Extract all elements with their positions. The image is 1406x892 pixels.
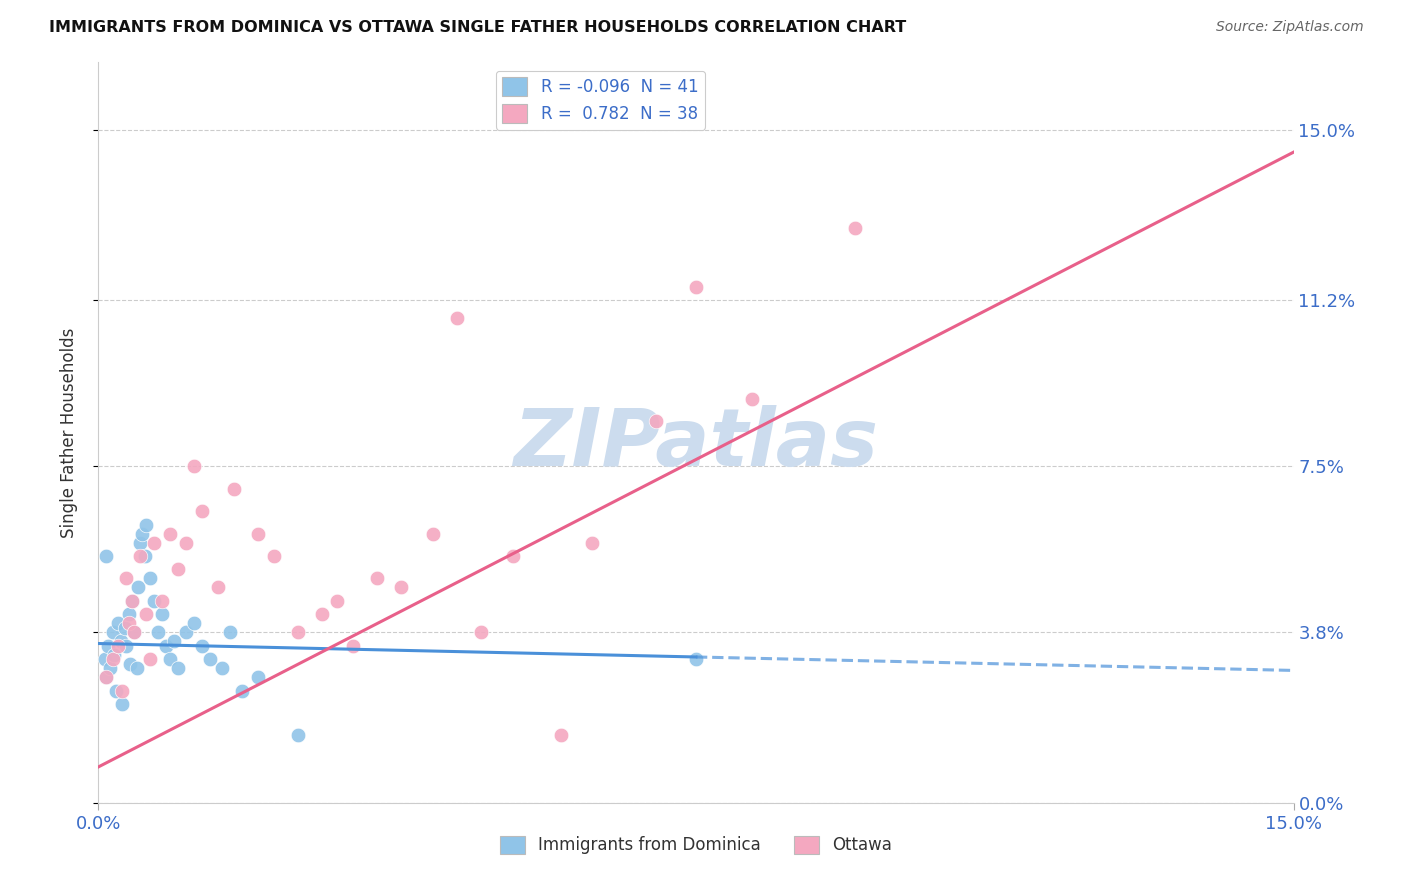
Point: [246, 670, 269, 684]
Point: [114, 621, 136, 635]
Point: [128, 549, 150, 563]
Point: [96, 670, 118, 684]
Point: [191, 504, 214, 518]
Point: [110, 634, 132, 648]
Point: [115, 571, 138, 585]
Point: [107, 639, 129, 653]
Point: [118, 607, 141, 622]
Point: [97, 639, 120, 653]
Text: ZIPatlas: ZIPatlas: [513, 405, 879, 483]
Point: [155, 639, 177, 653]
Point: [326, 594, 349, 608]
Point: [135, 607, 157, 622]
Point: [101, 652, 124, 666]
Point: [685, 280, 707, 294]
Point: [131, 526, 153, 541]
Text: Source: ZipAtlas.com: Source: ZipAtlas.com: [1216, 20, 1364, 34]
Point: [143, 594, 166, 608]
Point: [389, 581, 412, 595]
Point: [96, 670, 118, 684]
Point: [231, 683, 253, 698]
Point: [263, 549, 285, 563]
Point: [211, 661, 233, 675]
Point: [159, 526, 181, 541]
Point: [446, 311, 468, 326]
Point: [222, 482, 245, 496]
Point: [134, 549, 156, 563]
Point: [96, 549, 118, 563]
Point: [287, 729, 309, 743]
Point: [98, 661, 122, 675]
Point: [163, 634, 186, 648]
Point: [844, 221, 866, 235]
Point: [246, 526, 269, 541]
Point: [311, 607, 333, 622]
Legend: Immigrants from Dominica, Ottawa: Immigrants from Dominica, Ottawa: [494, 829, 898, 861]
Point: [183, 459, 205, 474]
Point: [143, 535, 166, 549]
Point: [139, 652, 162, 666]
Point: [174, 535, 197, 549]
Point: [219, 625, 242, 640]
Point: [111, 683, 134, 698]
Point: [101, 625, 124, 640]
Point: [128, 535, 150, 549]
Point: [741, 392, 763, 406]
Point: [550, 729, 572, 743]
Point: [174, 625, 197, 640]
Point: [502, 549, 524, 563]
Point: [124, 625, 146, 640]
Point: [148, 625, 170, 640]
Point: [191, 639, 214, 653]
Point: [366, 571, 388, 585]
Point: [115, 639, 138, 653]
Point: [111, 697, 134, 711]
Point: [125, 661, 148, 675]
Point: [150, 594, 173, 608]
Point: [94, 652, 117, 666]
Text: IMMIGRANTS FROM DOMINICA VS OTTAWA SINGLE FATHER HOUSEHOLDS CORRELATION CHART: IMMIGRANTS FROM DOMINICA VS OTTAWA SINGL…: [49, 20, 907, 35]
Point: [342, 639, 364, 653]
Point: [124, 625, 146, 640]
Point: [104, 683, 127, 698]
Point: [159, 652, 181, 666]
Point: [139, 571, 162, 585]
Point: [121, 594, 143, 608]
Point: [422, 526, 444, 541]
Point: [150, 607, 173, 622]
Point: [183, 616, 205, 631]
Point: [167, 562, 190, 576]
Point: [107, 616, 129, 631]
Point: [581, 535, 603, 549]
Point: [645, 414, 668, 428]
Point: [120, 657, 142, 671]
Point: [198, 652, 221, 666]
Point: [121, 594, 143, 608]
Point: [127, 581, 149, 595]
Point: [470, 625, 492, 640]
Point: [118, 616, 141, 631]
Point: [287, 625, 309, 640]
Y-axis label: Single Father Households: Single Father Households: [59, 327, 77, 538]
Point: [135, 517, 157, 532]
Point: [167, 661, 190, 675]
Point: [103, 648, 125, 662]
Point: [207, 581, 229, 595]
Point: [685, 652, 707, 666]
